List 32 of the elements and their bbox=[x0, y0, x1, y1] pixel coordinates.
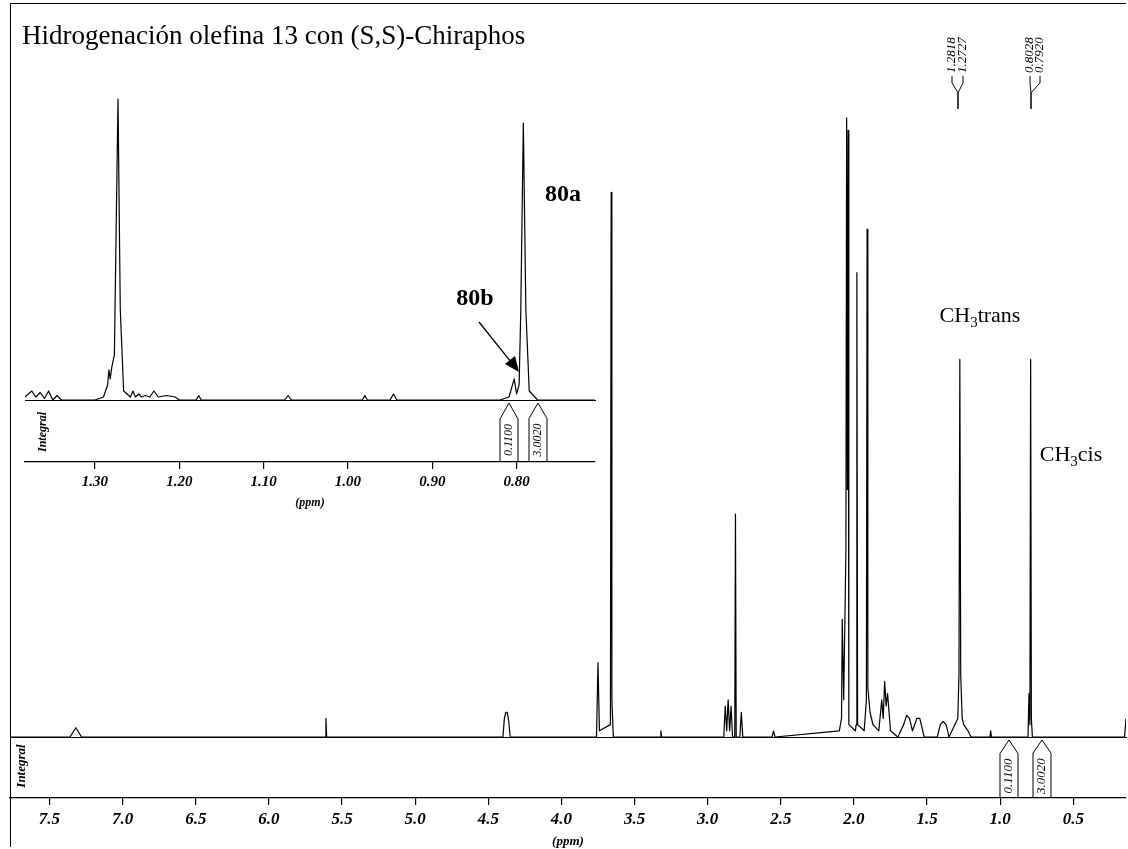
x-tick-label: 6.5 bbox=[185, 808, 207, 828]
annotation: Integral bbox=[35, 411, 50, 454]
x-tick-label: 1.30 bbox=[81, 472, 109, 489]
text: 3.0020 bbox=[1033, 757, 1049, 795]
x-tick-label: 1.20 bbox=[166, 472, 193, 489]
x-axis-title: (ppm) bbox=[552, 832, 584, 848]
x-tick-label: 0.80 bbox=[503, 472, 531, 489]
x-tick-label: 6.0 bbox=[258, 808, 281, 828]
x-tick-label: 2.0 bbox=[842, 808, 866, 828]
x-tick-label: 5.5 bbox=[331, 808, 354, 828]
annotation: 3.0020 bbox=[530, 423, 545, 458]
text: Integral bbox=[13, 743, 29, 789]
x-tick-label: 3.0 bbox=[696, 808, 719, 828]
annotation: 80b bbox=[456, 284, 494, 311]
x-tick-label: 0.90 bbox=[419, 472, 446, 489]
x-tick-label: 1.00 bbox=[334, 472, 362, 489]
x-tick-label: 0.5 bbox=[1062, 808, 1085, 828]
x-tick-label: 3.5 bbox=[622, 808, 646, 828]
x-tick-label: 1.0 bbox=[989, 808, 1012, 828]
x-tick-label: 2.5 bbox=[769, 808, 792, 828]
chart-title: Hidrogenación olefina 13 con (S,S)-Chiraphos bbox=[22, 20, 526, 51]
x-axis-title: (ppm) bbox=[295, 494, 325, 509]
x-tick-label: 1.5 bbox=[916, 808, 939, 828]
annotation: 0.1100 bbox=[501, 423, 516, 457]
x-tick-label: 5.0 bbox=[404, 808, 427, 828]
x-tick-label: 7.0 bbox=[112, 808, 134, 828]
x-tick-label: 4.5 bbox=[476, 808, 500, 828]
x-tick-label: 1.10 bbox=[250, 472, 278, 489]
x-tick-label: 4.0 bbox=[549, 808, 573, 828]
x-tick-label: 7.5 bbox=[38, 808, 61, 828]
text: 0.1100 bbox=[1000, 758, 1016, 794]
annotation: 80a bbox=[545, 180, 581, 207]
